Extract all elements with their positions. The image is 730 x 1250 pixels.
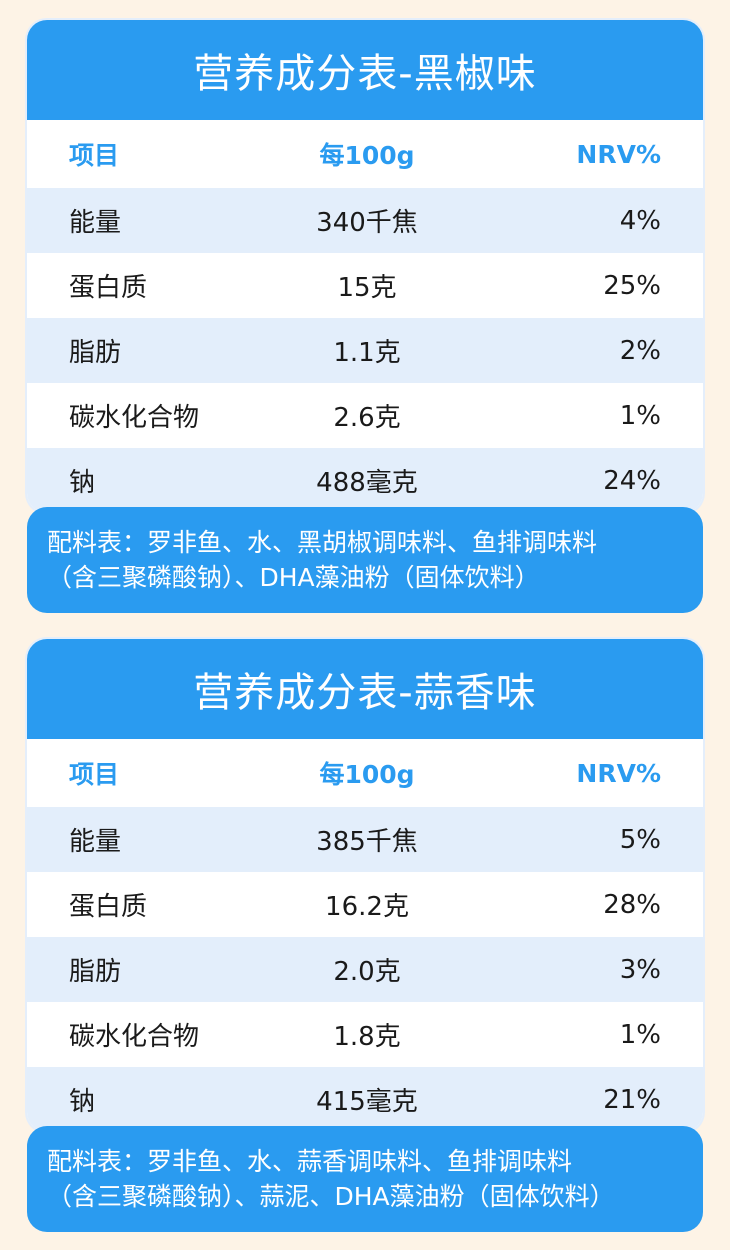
row-item: 蛋白质 [69,273,148,303]
table-row: 钠 488毫克 24% [27,448,703,513]
header-per100g: 每100g [319,141,415,170]
table-header-row: 项目 每100g NRV% [27,120,703,188]
row-per100g: 385千焦 [316,827,418,857]
header-item: 项目 [69,760,120,789]
row-nrv: 21% [603,1084,661,1115]
row-item: 碳水化合物 [69,1022,200,1052]
row-nrv: 24% [603,465,661,496]
row-item: 碳水化合物 [69,403,200,433]
table-row: 碳水化合物 2.6克 1% [27,383,703,448]
table-title: 营养成分表-黑椒味 [27,20,703,120]
table-row: 碳水化合物 1.8克 1% [27,1002,703,1067]
ingredients-box: 配料表：罗非鱼、水、蒜香调味料、鱼排调味料 （含三聚磷酸钠）、蒜泥、DHA藻油粉… [27,1126,703,1232]
ingredients-box: 配料表：罗非鱼、水、黑胡椒调味料、鱼排调味料 （含三聚磷酸钠）、DHA藻油粉（固… [27,507,703,613]
ingredients-line: 配料表：罗非鱼、水、黑胡椒调味料、鱼排调味料 [47,528,598,557]
row-nrv: 28% [603,889,661,920]
nutrition-table: 营养成分表-蒜香味 项目 每100g NRV% 能量 385千焦 5% 蛋白质 … [27,639,703,1132]
table-row: 能量 385千焦 5% [27,807,703,872]
row-per100g: 15克 [337,273,397,303]
table-row: 蛋白质 15克 25% [27,253,703,318]
header-per100g: 每100g [319,760,415,789]
table-row: 脂肪 2.0克 3% [27,937,703,1002]
header-nrv: NRV% [576,758,661,788]
ingredients-line: （含三聚磷酸钠）、蒜泥、DHA藻油粉（固体饮料） [47,1182,615,1211]
table-row: 能量 340千焦 4% [27,188,703,253]
table-row: 蛋白质 16.2克 28% [27,872,703,937]
row-per100g: 1.8克 [333,1022,401,1052]
row-item: 脂肪 [69,957,122,987]
row-per100g: 16.2克 [325,892,409,922]
row-per100g: 2.6克 [333,403,401,433]
row-item: 脂肪 [69,338,122,368]
ingredients-line: 配料表：罗非鱼、水、蒜香调味料、鱼排调味料 [47,1147,573,1176]
row-item: 钠 [69,468,96,498]
table-title: 营养成分表-蒜香味 [27,639,703,739]
row-item: 能量 [69,208,122,238]
row-per100g: 2.0克 [333,957,401,987]
row-item: 蛋白质 [69,892,148,922]
row-nrv: 1% [619,400,661,431]
row-nrv: 25% [603,270,661,301]
row-nrv: 1% [619,1019,661,1050]
row-item: 能量 [69,827,122,857]
nutrition-table: 营养成分表-黑椒味 项目 每100g NRV% 能量 340千焦 4% 蛋白质 … [27,20,703,513]
row-nrv: 5% [619,824,661,855]
header-nrv: NRV% [576,139,661,169]
row-per100g: 488毫克 [316,468,418,498]
row-nrv: 2% [619,335,661,366]
row-per100g: 415毫克 [316,1087,418,1117]
table-row: 钠 415毫克 21% [27,1067,703,1132]
table-header-row: 项目 每100g NRV% [27,739,703,807]
row-nrv: 3% [619,954,661,985]
row-nrv: 4% [619,205,661,236]
row-item: 钠 [69,1087,96,1117]
row-per100g: 340千焦 [316,208,418,238]
ingredients-line: （含三聚磷酸钠）、DHA藻油粉（固体饮料） [47,563,540,592]
table-row: 脂肪 1.1克 2% [27,318,703,383]
header-item: 项目 [69,141,120,170]
row-per100g: 1.1克 [333,338,401,368]
